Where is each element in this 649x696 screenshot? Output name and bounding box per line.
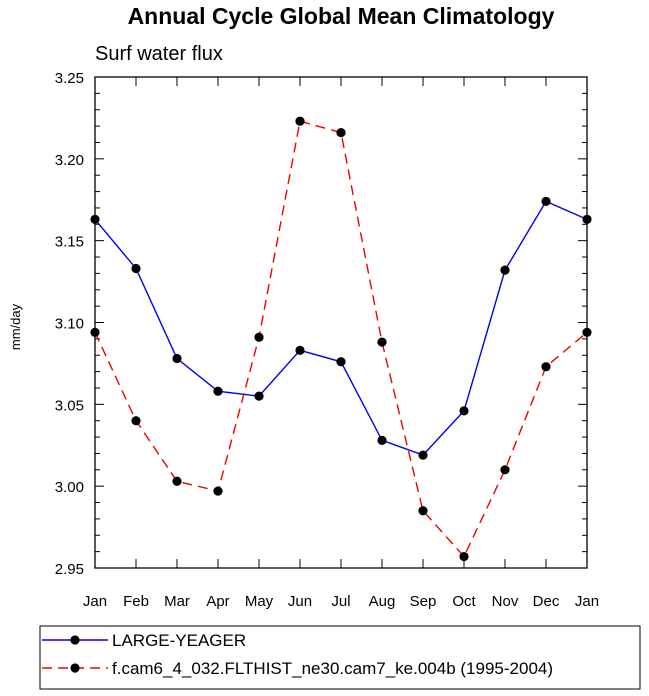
data-point: [459, 551, 469, 562]
data-point: [131, 416, 141, 426]
legend-box: [39, 625, 641, 690]
series-1: [90, 196, 592, 460]
data-point: [254, 391, 264, 401]
data-point: [336, 357, 346, 367]
data-point: [213, 486, 223, 496]
y-tick-label: 3.20: [55, 152, 84, 169]
x-tick-label: Feb: [123, 593, 149, 610]
y-tick-label: 3.10: [55, 316, 84, 333]
series-2: [90, 116, 592, 562]
data-point: [500, 265, 510, 275]
x-tick-label: Sep: [410, 593, 437, 610]
data-point: [172, 353, 182, 364]
x-tick-label: Nov: [492, 593, 519, 610]
data-point: [131, 263, 141, 274]
y-tick-label: 2.95: [55, 561, 84, 578]
y-tick-label: 3.00: [55, 479, 84, 496]
legend-label: LARGE-YEAGER: [112, 631, 246, 650]
data-point: [418, 450, 428, 460]
data-point: [213, 386, 223, 396]
chart-subtitle: Surf water flux: [95, 43, 223, 65]
y-tick-label: 3.25: [55, 70, 84, 87]
plot-frame: [94, 76, 588, 569]
legend-marker: [70, 663, 80, 673]
data-point: [541, 196, 551, 206]
data-point: [336, 128, 346, 138]
data-point: [377, 337, 387, 347]
x-tick-label: Jan: [83, 593, 107, 610]
data-point: [172, 476, 182, 486]
x-tick-labels: Jan Feb Mar Apr May Jun Jul Aug Sep Oct Nov Dec Jan: [83, 593, 599, 610]
data-point: [459, 406, 469, 416]
y-tick-labels: 2.95 3.00 3.05 3.10 3.15 3.20 3.25: [55, 70, 84, 578]
x-tick-label: Jun: [288, 593, 312, 610]
x-tick-label: Jul: [331, 593, 350, 610]
data-point: [500, 465, 510, 475]
chart-title: Annual Cycle Global Mean Climatology: [128, 3, 555, 29]
legend-label: f.cam6_4_032.FLTHIST_ne30.cam7_ke.004b (…: [112, 659, 553, 678]
axis-ticks: [94, 76, 588, 569]
series-line: [94, 200, 588, 456]
x-tick-label: Dec: [533, 593, 560, 610]
x-tick-label: Aug: [369, 593, 396, 610]
y-axis-label: mm/day: [8, 303, 23, 350]
legend-item: LARGE-YEAGER: [42, 631, 246, 650]
x-tick-label: Jan: [575, 593, 599, 610]
legend: LARGE-YEAGER f.cam6_4_032.FLTHIST_ne30.ca…: [42, 631, 553, 678]
x-tick-label: Apr: [206, 593, 229, 610]
y-tick-label: 3.05: [55, 397, 84, 414]
data-point: [295, 345, 305, 355]
data-point: [418, 506, 428, 516]
data-point: [254, 332, 264, 342]
x-tick-label: Oct: [452, 593, 476, 610]
series-layer: [90, 116, 592, 562]
legend-item: f.cam6_4_032.FLTHIST_ne30.cam7_ke.004b (…: [42, 659, 553, 678]
data-point: [295, 116, 305, 126]
y-tick-label: 3.15: [55, 234, 84, 251]
x-tick-label: May: [245, 593, 274, 610]
data-point: [377, 435, 387, 445]
data-point: [541, 362, 551, 372]
x-tick-label: Mar: [164, 593, 190, 610]
legend-marker: [70, 635, 80, 645]
